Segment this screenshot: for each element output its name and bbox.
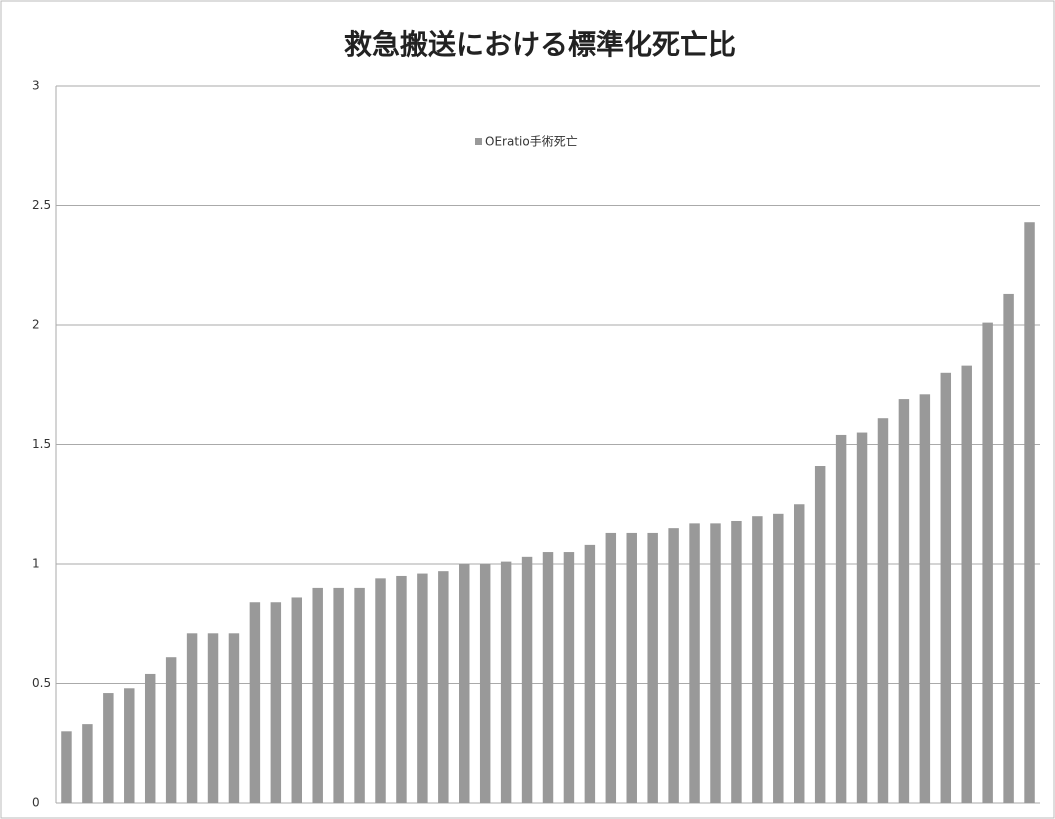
y-tick-label: 3 (32, 79, 40, 93)
bar (459, 564, 470, 803)
bar (626, 532, 637, 803)
bar (312, 587, 323, 803)
bar (919, 394, 931, 803)
bar (856, 432, 868, 803)
bar (731, 520, 742, 803)
bar (647, 532, 658, 803)
bar (982, 322, 993, 803)
bar (103, 693, 114, 803)
y-tick-label: 0 (32, 796, 40, 810)
chart-title: 救急搬送における標準化死亡比 (344, 28, 736, 61)
bar (1024, 222, 1035, 804)
bar (689, 523, 700, 803)
bar (144, 673, 156, 803)
bar (165, 657, 177, 803)
bar (794, 504, 805, 803)
bar (521, 556, 533, 803)
y-tick-label: 1 (32, 557, 40, 571)
bar (542, 552, 554, 803)
legend-swatch (475, 138, 482, 145)
bar (584, 544, 596, 803)
bar (354, 587, 365, 803)
bar (479, 564, 491, 803)
bar (814, 466, 826, 803)
bar (605, 532, 617, 803)
y-tick-label: 0.5 (32, 676, 51, 690)
bar (61, 731, 72, 803)
bar (375, 578, 386, 803)
bar (396, 575, 407, 803)
bar (228, 633, 240, 803)
bar (438, 571, 449, 803)
bar (500, 561, 512, 803)
y-tick-label: 2 (32, 318, 40, 332)
bar (877, 418, 889, 803)
bar (940, 372, 952, 803)
bar (270, 602, 282, 803)
bar (249, 602, 261, 803)
legend-label: OEratio手術死亡 (485, 135, 578, 149)
bar (186, 633, 198, 803)
bar (835, 434, 847, 803)
bar (333, 587, 344, 803)
bar (124, 688, 135, 803)
y-tick-label: 2.5 (32, 198, 51, 212)
bar (668, 528, 679, 803)
bar (898, 399, 910, 803)
bar (1003, 293, 1014, 803)
bar (207, 633, 219, 803)
bar (291, 597, 302, 803)
bar (773, 513, 784, 803)
bar (710, 523, 721, 803)
bar (417, 573, 428, 803)
y-tick-label: 1.5 (32, 437, 51, 451)
bar (752, 516, 763, 803)
bar (961, 365, 972, 803)
bar (82, 724, 93, 803)
bar (563, 552, 575, 803)
